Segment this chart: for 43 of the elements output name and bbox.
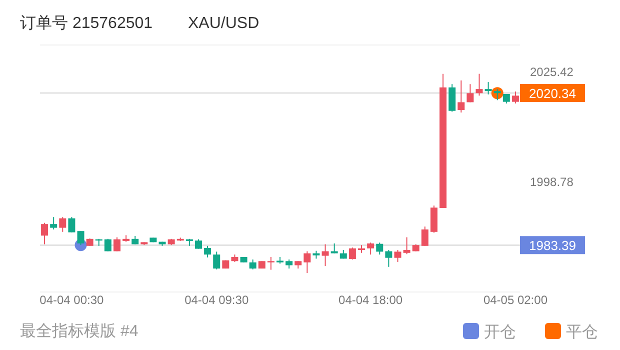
- legend-label: 开仓: [484, 324, 516, 341]
- candlestick: [348, 247, 356, 260]
- candlestick: [104, 238, 112, 252]
- candlestick: [204, 245, 212, 258]
- y-tick-label: 2025.42: [530, 65, 574, 80]
- candlestick: [213, 251, 220, 270]
- candlestick: [267, 256, 274, 270]
- y-tick-label: 1998.78: [530, 174, 574, 189]
- x-tick-label: 04-05 02:00: [483, 293, 548, 307]
- candlestick: [484, 82, 492, 95]
- candlestick: [476, 73, 483, 96]
- candlestick: [77, 230, 84, 246]
- candlestick: [494, 88, 501, 101]
- candlestick: [448, 84, 456, 112]
- candlestick: [330, 242, 338, 254]
- x-tick-label: 04-04 18:00: [338, 293, 403, 307]
- text: 最全指标模版 #4: [20, 322, 138, 340]
- candlestick: [68, 216, 76, 233]
- candlestick: [249, 258, 256, 270]
- candlestick: [367, 242, 374, 256]
- candlestick: [458, 80, 465, 114]
- chart-title: 订单号 215762501: [20, 14, 153, 32]
- x-tick-label: 04-04 00:30: [40, 293, 104, 307]
- candlestick: [421, 226, 428, 246]
- candlestick: [512, 91, 519, 104]
- candlestick: [385, 250, 392, 268]
- candlestick: [322, 244, 329, 267]
- candlestick: [194, 238, 202, 250]
- candlestick: [41, 222, 48, 245]
- ref-line-label: 1983.39: [529, 238, 576, 254]
- legend-label: 平仓: [566, 324, 598, 341]
- candlestick: [403, 236, 410, 255]
- candlestick: [376, 242, 384, 256]
- candlestick: [394, 250, 402, 262]
- candlestick: [466, 84, 474, 103]
- candlestick: [50, 216, 58, 230]
- chart-subtitle: XAU/USD: [188, 15, 260, 32]
- candlestick: [113, 236, 120, 252]
- ref-line-label: 2020.34: [529, 86, 576, 101]
- candlestick: [59, 216, 66, 232]
- x-tick-label: 04-04 09:30: [184, 293, 249, 307]
- candlestick: [304, 250, 311, 274]
- candlestick: [286, 258, 293, 270]
